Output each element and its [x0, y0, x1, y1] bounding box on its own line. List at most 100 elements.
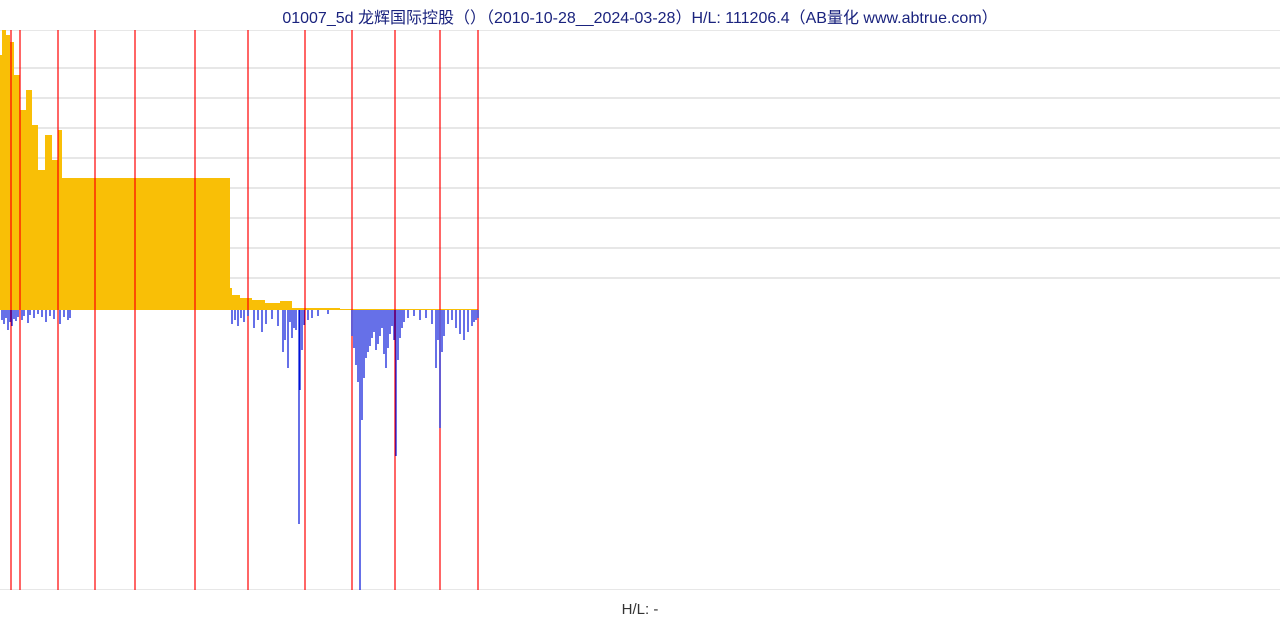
lower-bar	[63, 310, 64, 317]
lower-bar	[23, 310, 24, 316]
lower-bar	[463, 310, 464, 340]
lower-bar	[387, 310, 388, 348]
chart-area	[0, 30, 1280, 590]
lower-bar	[67, 310, 68, 320]
upper-area-bar	[26, 90, 32, 310]
lower-bar	[307, 310, 308, 320]
lower-bar	[49, 310, 50, 316]
lower-bar	[471, 310, 472, 326]
lower-bar	[477, 310, 478, 318]
upper-area-bar	[6, 35, 10, 310]
lower-bar	[284, 310, 285, 340]
lower-bar	[403, 310, 404, 322]
lower-bar	[399, 310, 400, 338]
lower-bar	[53, 310, 54, 319]
lower-bar	[13, 310, 14, 319]
lower-bar	[357, 310, 358, 382]
lower-bar	[363, 310, 364, 378]
lower-bar	[21, 310, 22, 320]
lower-bar	[393, 310, 394, 340]
upper-area-bar	[14, 75, 20, 310]
upper-area-bar	[20, 110, 26, 310]
lower-bar	[287, 310, 288, 368]
lower-bar	[419, 310, 420, 320]
lower-bar	[5, 310, 6, 318]
upper-area-bar	[38, 170, 45, 310]
lower-bar	[293, 310, 294, 328]
lower-bar	[317, 310, 318, 316]
lower-bar	[369, 310, 370, 346]
lower-bar	[375, 310, 376, 350]
upper-area-bar	[68, 178, 230, 310]
lower-bar	[351, 310, 352, 336]
lower-bar	[243, 310, 244, 322]
upper-area-bar	[292, 308, 340, 310]
lower-bar	[11, 310, 12, 326]
lower-bar	[377, 310, 378, 344]
upper-area-bar	[45, 135, 52, 310]
lower-bar	[353, 310, 354, 348]
lower-bar	[41, 310, 42, 317]
lower-bar	[407, 310, 408, 318]
lower-bar	[395, 310, 396, 456]
lower-bar	[327, 310, 328, 314]
footer-label: H/L: -	[0, 601, 1280, 618]
lower-bar	[311, 310, 312, 318]
lower-bar	[401, 310, 402, 328]
lower-bar	[282, 310, 283, 352]
lower-bar	[299, 310, 300, 390]
lower-bar	[247, 310, 248, 316]
lower-bar	[237, 310, 238, 326]
lower-bar	[33, 310, 34, 318]
lower-bar	[265, 310, 266, 324]
lower-bar	[443, 310, 444, 336]
chart-title: 01007_5d 龙辉国际控股（）（2010-10-28__2024-03-28…	[0, 0, 1280, 28]
lower-bar	[7, 310, 8, 330]
lower-bar	[413, 310, 414, 316]
lower-bar	[29, 310, 30, 315]
lower-bar	[17, 310, 18, 317]
lower-bar	[365, 310, 366, 358]
lower-bar	[234, 310, 235, 320]
lower-bar	[3, 310, 4, 324]
lower-bar	[303, 310, 304, 325]
lower-bar	[381, 310, 382, 328]
upper-area-bar	[52, 160, 58, 310]
upper-area-bar	[0, 55, 2, 310]
lower-bar	[59, 310, 60, 324]
lower-bar	[359, 310, 360, 590]
upper-area-bar	[240, 298, 252, 310]
lower-bar	[441, 310, 442, 352]
lower-bar	[27, 310, 28, 323]
lower-bar	[455, 310, 456, 328]
lower-bar	[475, 310, 476, 320]
lower-bar	[379, 310, 380, 336]
lower-bar	[439, 310, 440, 428]
lower-bar	[289, 310, 290, 322]
upper-area-bar	[2, 30, 6, 310]
lower-bar	[447, 310, 448, 324]
upper-area-bar	[232, 295, 240, 310]
upper-area-bar	[340, 309, 478, 310]
upper-area-bar	[280, 301, 292, 310]
lower-bar	[231, 310, 232, 324]
lower-bar	[451, 310, 452, 320]
lower-bar	[37, 310, 38, 314]
lower-bar	[1, 310, 2, 320]
upper-area-bar	[252, 300, 265, 310]
lower-bar	[425, 310, 426, 318]
lower-bar	[15, 310, 16, 321]
lower-bar	[385, 310, 386, 368]
lower-bar	[291, 310, 292, 338]
lower-bar	[383, 310, 384, 354]
lower-bar	[367, 310, 368, 352]
lower-bar	[301, 310, 302, 350]
lower-bar	[459, 310, 460, 334]
upper-area-bar	[230, 288, 232, 310]
lower-bar	[435, 310, 436, 368]
lower-bar	[361, 310, 362, 420]
lower-bar	[69, 310, 70, 318]
lower-bar	[271, 310, 272, 319]
lower-bar	[391, 310, 392, 326]
lower-bar	[45, 310, 46, 322]
